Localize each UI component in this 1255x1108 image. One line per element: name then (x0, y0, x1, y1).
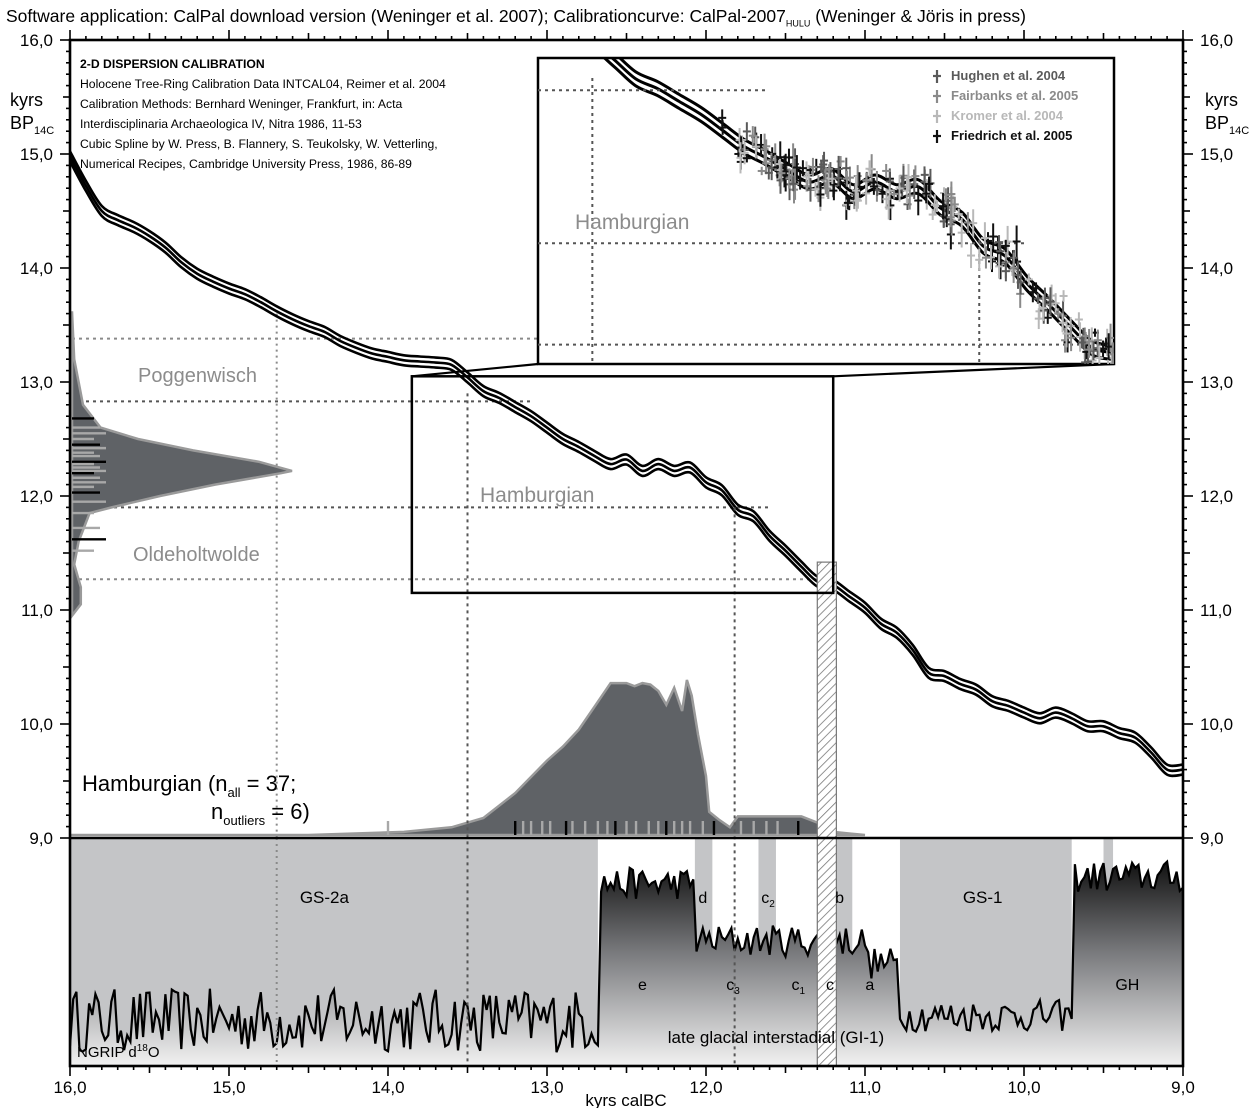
ngrip-plot-area (70, 838, 1183, 1066)
x-axis-label: kyrs calBC (585, 1091, 666, 1108)
legend-entry: Friedrich et al. 2005 (951, 128, 1072, 143)
x-tick-label: 9,0 (1171, 1078, 1195, 1097)
ngrip-phase-label: GS-1 (963, 888, 1003, 907)
legend-entry: Hughen et al. 2004 (951, 68, 1066, 83)
ngrip-label: NGRIP d18O (77, 1043, 160, 1061)
calibration-curve (70, 155, 1183, 773)
y-tick-label: 10,0 (20, 715, 53, 734)
y-axis-label: BP14C (1205, 113, 1249, 137)
site-label: Hamburgian (480, 484, 594, 507)
calendric-density-area (70, 679, 866, 837)
notes-line: Cubic Spline by W. Press, B. Flannery, S… (80, 137, 438, 151)
x-tick-label: 16,0 (53, 1078, 86, 1097)
main-plot-area (70, 150, 1183, 838)
sample-count-label: Hamburgian (nall = 37; (82, 771, 296, 800)
axes (60, 30, 1193, 1076)
method-notes: 2-D DISPERSION CALIBRATION Holocene Tree… (80, 54, 446, 174)
x-tick-label: 14,0 (371, 1078, 404, 1097)
inset-calibration-curve (610, 58, 1114, 355)
notes-line: Interdisciplinaria Archaeologica IV, Nit… (80, 117, 362, 131)
y-tick-label: 15,0 (20, 145, 53, 164)
inset-label: Hamburgian (575, 211, 689, 234)
notes-line: Numerical Recipes, Cambridge University … (80, 157, 412, 171)
ngrip-phase-label: c3 (726, 977, 740, 997)
calibration-curve (70, 150, 1183, 768)
ngrip-panel (70, 838, 1183, 1066)
outlier-count-label: noutliers = 6) (211, 799, 310, 828)
ngrip-phase-label: a (865, 977, 874, 994)
y-axis-label: kyrs (10, 90, 43, 110)
y-tick-label: 12,0 (1200, 487, 1233, 506)
legend-entry: Fairbanks et al. 2005 (951, 88, 1078, 103)
y-tick-label: 11,0 (21, 601, 53, 620)
notes-heading: 2-D DISPERSION CALIBRATION (80, 57, 265, 71)
zoom-connector (411, 362, 539, 378)
y-tick-label: 14,0 (20, 259, 53, 278)
zoom-box (410, 375, 835, 595)
ngrip-phase-label: late glacial interstadial (GI-1) (668, 1028, 884, 1047)
y-tick-label: 9,0 (1200, 829, 1224, 848)
ngrip-phase-label: GS-2a (300, 888, 350, 907)
calibration-panel (70, 150, 1183, 1067)
x-tick-label: 15,0 (212, 1078, 245, 1097)
site-label: Poggenwisch (138, 365, 257, 387)
notes-line: Holocene Tree-Ring Calibration Data INTC… (80, 77, 446, 91)
chart-text: 9,0 9,0 10,0 10,0 11,0 11,0 12,0 12,0 13,0 13,0 14… (10, 31, 1249, 1108)
page-title-tail: (Weninger & Jöris in press) (810, 6, 1026, 26)
y-tick-label: 13,0 (20, 373, 53, 392)
ngrip-area (70, 861, 1183, 1066)
ngrip-phase-label: b (835, 890, 844, 907)
y-tick-label: 16,0 (1200, 31, 1233, 50)
y-tick-label: 12,0 (20, 487, 53, 506)
ngrip-phase-label: c (826, 977, 834, 994)
x-tick-label: 12,0 (689, 1078, 722, 1097)
ngrip-phase-label: c2 (761, 890, 775, 910)
page-title-subscript: HULU (785, 18, 811, 29)
ngrip-phase-label: e (638, 977, 647, 994)
y-tick-label: 14,0 (1200, 259, 1233, 278)
y-tick-label: 15,0 (1200, 145, 1233, 164)
y-tick-label: 9,0 (29, 829, 53, 848)
inset-panel: Hughen et al. 2004 Fairbanks et al. 2005 K… (411, 56, 1116, 378)
ngrip-phase-label: c1 (791, 977, 805, 997)
inset-frame (536, 56, 1116, 366)
x-tick-label: 13,0 (530, 1078, 563, 1097)
ngrip-phase-label: GH (1115, 977, 1139, 994)
y-tick-label: 11,0 (1200, 601, 1232, 620)
c14-density-area (70, 311, 293, 620)
y-axis-label: kyrs (1205, 90, 1238, 110)
x-tick-label: 11,0 (849, 1078, 881, 1097)
y-tick-label: 10,0 (1200, 715, 1233, 734)
zoom-connector (833, 362, 1115, 378)
x-tick-label: 10,0 (1007, 1078, 1040, 1097)
page-title: Software application: CalPal download ve… (6, 6, 1026, 29)
page-title-text: Software application: CalPal download ve… (6, 6, 786, 26)
calibration-curve (70, 160, 1183, 778)
y-tick-label: 16,0 (20, 31, 53, 50)
ngrip-line (70, 859, 1183, 1054)
y-axis-label: BP14C (10, 113, 54, 137)
notes-line: Calibration Methods: Bernhard Weninger, … (80, 97, 403, 111)
legend-entry: Kromer et al. 2004 (951, 108, 1064, 123)
inset-plot-area (538, 58, 1114, 364)
ngrip-phase-label: d (698, 890, 707, 907)
site-label: Oldeholtwolde (133, 544, 260, 566)
y-tick-label: 13,0 (1200, 373, 1233, 392)
